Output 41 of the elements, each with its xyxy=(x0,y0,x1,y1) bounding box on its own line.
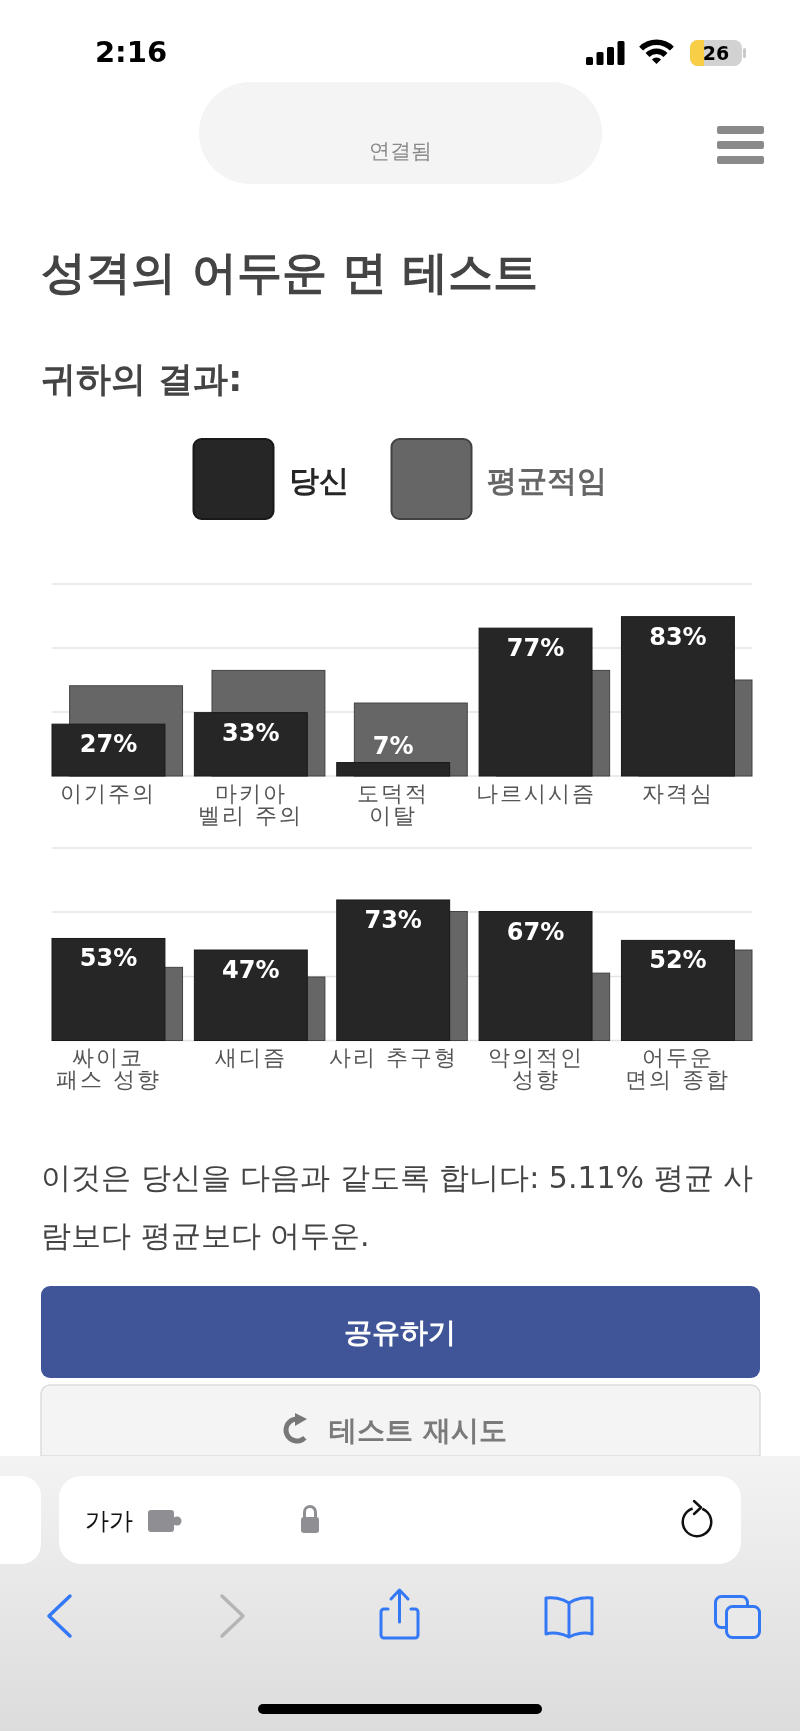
x-tick-label: 나르시시즘 xyxy=(475,780,596,806)
x-tick-label: 이기주의 xyxy=(60,780,157,806)
text: 이것은 당신을 다음과 같도록 합니다: 5.11% 평균 사람보다 평균보다 어두운. xyxy=(41,1159,755,1255)
data-label: 83% xyxy=(649,622,707,651)
text: 당신 xyxy=(288,462,349,498)
data-label: 52% xyxy=(649,946,707,975)
bar xyxy=(336,762,451,777)
bar xyxy=(193,712,308,777)
chart-subtitle: 귀하의 결과: xyxy=(41,359,243,399)
text: 연결됨 xyxy=(368,139,432,163)
bar xyxy=(51,723,166,777)
data-label: 67% xyxy=(506,917,565,946)
x-tick-label: 마키아 벨리 주의 xyxy=(198,780,304,828)
x-tick-label: 악의적인 성향 xyxy=(487,1045,584,1093)
x-tick-label: 싸이코 패스 성향 xyxy=(55,1045,161,1093)
data-label: 73% xyxy=(364,905,422,934)
data-label: 47% xyxy=(222,956,280,985)
x-tick-label: 도덕적 이탈 xyxy=(357,780,430,828)
data-label: 33% xyxy=(222,718,280,747)
x-tick-label: 새디즘 xyxy=(214,1045,287,1071)
x-tick-label: 사리 추구형 xyxy=(328,1045,458,1071)
bar xyxy=(620,939,735,1041)
text: 2:16 xyxy=(94,35,168,69)
text: 평균적임 xyxy=(486,462,607,498)
bar xyxy=(478,627,593,777)
chart-title: 성격의 어두운 면 테스트 xyxy=(41,246,538,299)
text: 공유하기 xyxy=(344,1315,456,1349)
x-tick-label: 자격심 xyxy=(641,780,714,806)
bar xyxy=(336,899,451,1041)
text: 가가 xyxy=(85,1507,133,1535)
text: 26 xyxy=(702,42,730,64)
bar xyxy=(620,616,735,777)
bar xyxy=(478,911,593,1041)
data-label: 53% xyxy=(79,944,138,973)
bar xyxy=(193,949,308,1041)
x-tick-label: 어두운 면의 종합 xyxy=(625,1045,731,1093)
bar xyxy=(51,937,166,1041)
data-label: 27% xyxy=(79,730,138,759)
text: 테스트 재시도 xyxy=(329,1413,507,1447)
data-label: 77% xyxy=(506,634,565,663)
data-label: 7% xyxy=(372,731,414,760)
